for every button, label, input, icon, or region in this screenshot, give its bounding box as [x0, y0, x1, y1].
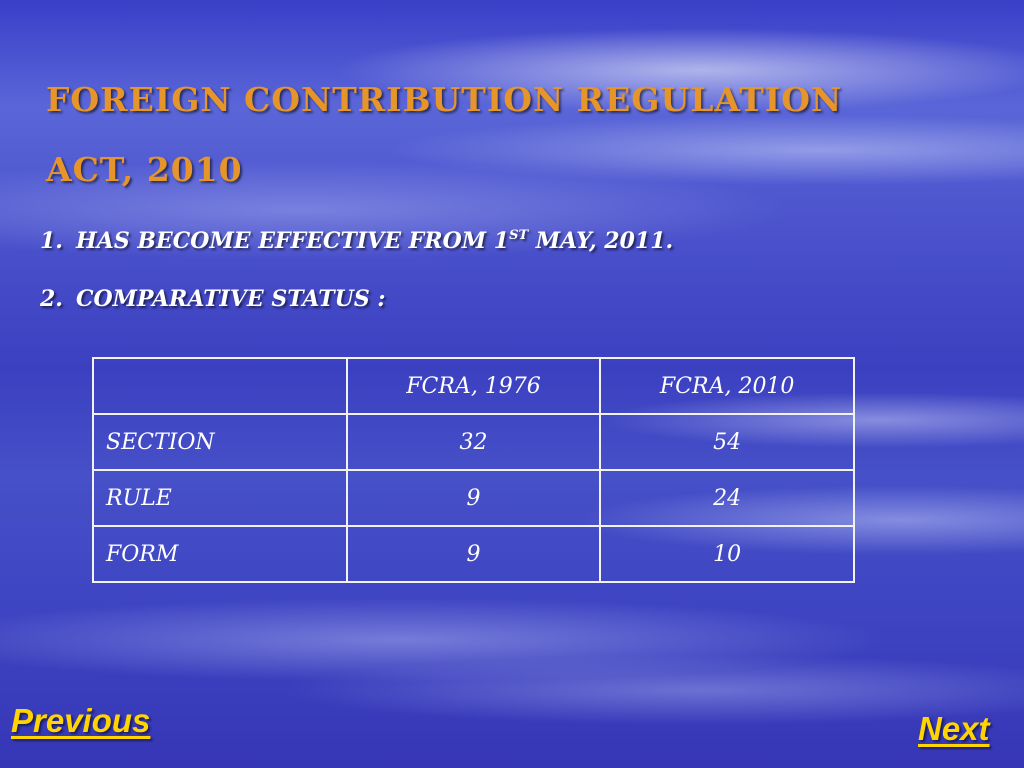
table-row: RULE 9 24 — [92, 469, 855, 527]
slide-title-line-1: FOREIGN CONTRIBUTION REGULATION — [46, 80, 843, 119]
table-cell-label: SECTION — [92, 413, 348, 471]
point-2: 2. COMPARATIVE STATUS : — [40, 286, 386, 312]
table-header-cell-fcra-1976: FCRA, 1976 — [345, 357, 602, 415]
slide-title-line-2: ACT, 2010 — [46, 150, 243, 189]
table-header-row: FCRA, 1976 FCRA, 2010 — [92, 357, 855, 415]
point-2-text: COMPARATIVE STATUS : — [76, 286, 386, 312]
table-cell-value: 10 — [599, 525, 855, 583]
table-cell-value: 24 — [599, 469, 855, 527]
table-header-cell-empty — [92, 357, 348, 415]
table-cell-value: 9 — [345, 525, 602, 583]
point-1-superscript: ST — [509, 228, 529, 243]
table-row: FORM 9 10 — [92, 525, 855, 583]
next-link[interactable]: Next — [918, 710, 990, 747]
table-cell-value: 32 — [345, 413, 602, 471]
table-cell-value: 54 — [599, 413, 855, 471]
table-cell-label: RULE — [92, 469, 348, 527]
point-1-text: HAS BECOME EFFECTIVE FROM 1 — [76, 228, 510, 254]
table-row: SECTION 32 54 — [92, 413, 855, 471]
point-2-number: 2. — [40, 286, 63, 312]
table-header-cell-fcra-2010: FCRA, 2010 — [599, 357, 855, 415]
point-1-text-end: MAY, 2011. — [528, 228, 674, 254]
table-cell-label: FORM — [92, 525, 348, 583]
comparative-status-table: FCRA, 1976 FCRA, 2010 SECTION 32 54 RULE… — [92, 357, 855, 583]
point-1: 1. HAS BECOME EFFECTIVE FROM 1ST MAY, 201… — [40, 228, 673, 254]
previous-link[interactable]: Previous — [11, 702, 151, 739]
table-cell-value: 9 — [345, 469, 602, 527]
point-1-number: 1. — [40, 228, 63, 254]
